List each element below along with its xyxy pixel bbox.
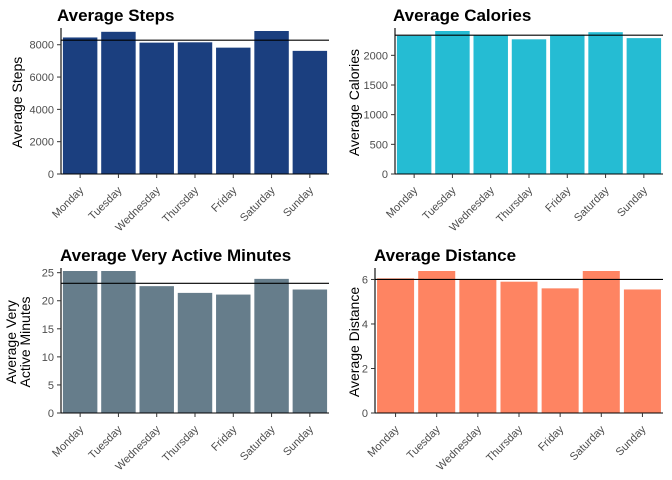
y-tick-label: 10 [42,352,54,364]
x-tick-label-sunday: Sunday [281,184,316,219]
chart-title: Average Distance [374,246,516,265]
y-tick-label: 20 [42,296,54,308]
bar-friday [216,47,251,174]
x-tick-label-sunday: Sunday [615,184,650,219]
y-axis-title: Active Minutes [17,296,33,387]
y-tick-label: 25 [42,268,54,280]
bar-tuesday [101,31,136,175]
bar-wednesday [139,286,174,413]
y-tick-label: 6000 [30,72,54,84]
y-tick-label: 4000 [30,104,54,116]
chart-title: Average Very Active Minutes [60,246,291,265]
x-tick-label-monday: Monday [50,184,87,221]
x-tick-label-thursday: Thursday [494,184,535,225]
y-tick-label: 5 [48,380,54,392]
chart-panel-2: Average Calories 0 500 1000 1500 2000 Monday Tu… [346,6,663,234]
x-tick-label-thursday: Thursday [484,423,525,464]
bar-monday [62,271,98,413]
y-tick-label: 0 [48,408,54,420]
bar-saturday [254,278,289,413]
y-tick-label: 500 [370,139,388,151]
y-axis-title: Average Steps [9,57,25,149]
x-tick-label-friday: Friday [543,184,573,214]
x-tick-label-tuesday: Tuesday [87,423,125,461]
bar-friday [216,294,251,413]
x-tick-label-wednesday: Wednesday [435,423,485,473]
x-tick-label-saturday: Saturday [572,184,612,224]
y-axis-title: Average Calories [346,49,362,156]
y-tick-label: 1000 [364,110,388,122]
bar-thursday [500,281,538,413]
bar-friday [541,288,579,413]
y-axis-title: Average Very [3,300,19,384]
chart-title: Average Steps [57,6,174,25]
bar-tuesday [435,31,470,174]
y-tick-label: 0 [48,169,54,181]
x-tick-label-tuesday: Tuesday [405,423,443,461]
bar-monday [377,278,415,413]
x-tick-label-sunday: Sunday [281,423,316,458]
bar-sunday [623,289,661,413]
y-tick-label: 15 [42,324,54,336]
y-tick-label: 0 [362,408,368,420]
bar-monday [396,35,432,174]
x-tick-label-saturday: Saturday [568,423,608,463]
bar-saturday [582,271,620,413]
y-tick-label: 2000 [30,137,54,149]
bar-monday [62,37,98,175]
x-tick-label-saturday: Saturday [238,184,278,224]
bar-wednesday [139,42,174,174]
y-tick-label: 4 [362,319,368,331]
y-axis-title: Average Distance [346,287,362,397]
x-tick-label-monday: Monday [50,423,87,460]
bar-sunday [292,289,328,413]
x-tick-label-friday: Friday [536,423,566,453]
x-tick-label-monday: Monday [366,423,403,460]
y-tick-label: 2 [362,363,368,375]
y-tick-label: 6 [362,274,368,286]
bar-thursday [511,39,547,175]
x-tick-label-thursday: Thursday [160,184,201,225]
x-tick-label-tuesday: Tuesday [421,184,459,222]
x-tick-label-thursday: Thursday [160,423,201,464]
x-tick-label-friday: Friday [209,184,239,214]
bar-thursday [177,292,213,413]
x-tick-label-friday: Friday [209,423,239,453]
bar-tuesday [418,271,456,413]
x-tick-label-sunday: Sunday [614,423,649,458]
y-tick-label: 8000 [30,40,54,52]
bar-sunday [626,38,662,175]
chart-title: Average Calories [393,6,531,25]
bar-sunday [292,50,328,175]
bar-tuesday [101,271,136,413]
bar-wednesday [459,279,497,413]
y-tick-label: 0 [382,169,388,181]
bar-saturday [588,32,623,174]
bar-saturday [254,31,289,174]
y-tick-label: 2000 [364,50,388,62]
x-tick-label-tuesday: Tuesday [87,184,125,222]
chart-panel-1: Average Steps 0 2000 4000 6000 8000 Monday Tues… [9,6,329,234]
bar-thursday [177,42,213,175]
chart-panel-3: Average Very Active Minutes 0 5 10 15 20 25 Mon… [3,246,329,473]
x-tick-label-saturday: Saturday [238,423,278,463]
bar-friday [550,34,585,175]
bar-wednesday [473,35,508,175]
x-tick-label-monday: Monday [384,184,421,221]
y-tick-label: 1500 [364,80,388,92]
